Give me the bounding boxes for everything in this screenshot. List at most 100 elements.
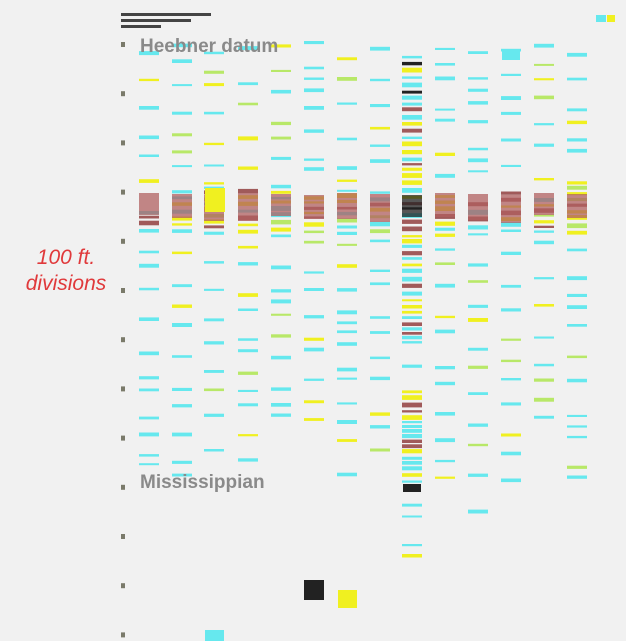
layer-band (271, 403, 291, 407)
layer-band (172, 190, 192, 194)
layer-band (370, 159, 390, 163)
layer-block (205, 630, 224, 641)
layer-band (238, 349, 258, 353)
layer-band (402, 239, 422, 244)
layer-band (402, 466, 422, 471)
layer-band (370, 144, 390, 147)
layer-band (238, 403, 258, 407)
layer-band (402, 332, 422, 335)
layer-band (370, 448, 390, 452)
layer-band (402, 439, 422, 443)
layer-band (501, 251, 521, 255)
layer-band (567, 305, 587, 309)
layer-band (402, 244, 422, 248)
layer-band (468, 170, 488, 173)
layer-band (139, 454, 159, 457)
scale-label: divisions (26, 272, 107, 295)
layer-band (468, 318, 488, 322)
layer-band (304, 315, 324, 319)
legend-swatch (596, 15, 606, 22)
layer-band (238, 136, 258, 141)
layer-band (435, 248, 455, 251)
layer-band (370, 229, 390, 234)
layer-band (468, 88, 488, 92)
layer-band (337, 439, 357, 442)
layer-band (172, 323, 192, 327)
layer-band (238, 434, 258, 437)
layer-band (534, 304, 554, 307)
layer-band (271, 156, 291, 160)
layer-band (567, 52, 587, 57)
depth-tick (121, 238, 125, 244)
layer-band (501, 359, 521, 363)
layer-band (567, 181, 587, 185)
layer-band (370, 46, 390, 51)
layer-band (468, 473, 488, 477)
layer-band (534, 78, 554, 81)
layer-band (534, 63, 554, 66)
layer-band (204, 111, 224, 115)
layer-band (402, 55, 422, 59)
layer-band (271, 289, 291, 293)
layer-band (468, 347, 488, 351)
layer-band (172, 404, 192, 408)
layer-band (139, 215, 159, 219)
base-label: Mississippian (140, 472, 265, 493)
layer-band (567, 185, 587, 190)
layer-band (304, 418, 324, 421)
pay-zone (435, 193, 455, 217)
layer-band (402, 364, 422, 368)
layer-band (435, 476, 455, 479)
layer-band (337, 166, 357, 170)
layer-band (139, 432, 159, 437)
layer-band (402, 283, 422, 288)
layer-band (501, 138, 521, 142)
layer-band (271, 413, 291, 417)
layer-band (172, 473, 192, 477)
layer-band (139, 250, 159, 254)
layer-band (402, 226, 422, 232)
layer-band (501, 478, 521, 483)
layer-band (139, 463, 159, 466)
layer-band (468, 101, 488, 105)
layer-band (435, 438, 455, 443)
layer-band (204, 231, 224, 235)
layer-band (204, 83, 224, 87)
depth-tick (121, 484, 125, 490)
layer-band (567, 324, 587, 327)
layer-band (271, 44, 291, 48)
scale-label: 100 ft. (37, 246, 95, 269)
layer-band (139, 220, 159, 226)
layer-band (337, 367, 357, 372)
pay-zone (501, 195, 521, 223)
layer-band (567, 148, 587, 153)
layer-band (468, 77, 488, 80)
layer-band (402, 82, 422, 88)
layer-band (534, 277, 554, 280)
layer-band (402, 251, 422, 256)
layer-band (468, 392, 488, 395)
layer-band (435, 108, 455, 111)
layer-band (337, 231, 357, 235)
layer-band (435, 221, 455, 226)
layer-band (567, 435, 587, 439)
layer-band (271, 219, 291, 225)
layer-block (403, 484, 421, 492)
layer-band (567, 276, 587, 281)
layer-band (238, 46, 258, 51)
layer-band (271, 184, 291, 189)
layer-band (402, 263, 422, 267)
layer-band (238, 371, 258, 375)
layer-band (337, 225, 357, 229)
layer-band (238, 188, 258, 194)
layer-band (139, 106, 159, 110)
layer-band (534, 363, 554, 367)
layer-band (567, 120, 587, 125)
layer-band (402, 554, 422, 558)
layer-band (402, 128, 422, 133)
layer-band (172, 460, 192, 464)
layer-band (567, 293, 587, 297)
layer-band (172, 432, 192, 437)
layer-band (304, 337, 324, 341)
